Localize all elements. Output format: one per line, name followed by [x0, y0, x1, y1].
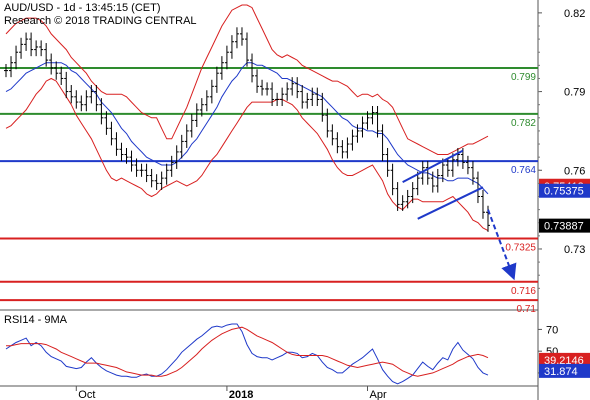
price-tag-label: 0.75375 [544, 186, 584, 198]
price-tick-label: 0.76 [564, 165, 585, 177]
time-tick-label: 2018 [229, 389, 253, 400]
time-tick-label: Oct [78, 389, 95, 400]
rsi-tag-label: 31.874 [544, 366, 578, 378]
chart-header-title: AUD/USD - 1d - 13:45:15 (CET) [4, 2, 161, 14]
channel-upper [402, 149, 464, 183]
series-band-lower [5, 77, 489, 232]
level-label: 0.764 [511, 165, 536, 176]
rsi-series-rsi-ma [6, 326, 489, 377]
channel-lower [417, 186, 484, 220]
chart-header-credit: Research © 2018 TRADING CENTRAL [4, 15, 197, 27]
price-tag-box [539, 218, 590, 233]
price-tick-label: 0.73 [564, 244, 585, 256]
price-tick-label: 0.82 [564, 8, 585, 20]
rsi-title: RSI14 - 9MA [4, 314, 68, 326]
price-tag-box [539, 183, 590, 198]
rsi-tag-box [539, 352, 590, 367]
level-label: 0.716 [511, 286, 536, 297]
price-tag-label: 0.73887 [544, 221, 584, 233]
price-bars [4, 27, 490, 232]
rsi-series-rsi [5, 323, 489, 385]
level-label: 0.799 [511, 72, 536, 83]
price-tick-label: 0.79 [564, 87, 585, 99]
level-label: 0.782 [511, 118, 536, 129]
level-label: 0.7325 [505, 242, 536, 253]
level-label: 0.71 [517, 304, 537, 315]
time-tick-label: Apr [370, 389, 387, 400]
rsi-tag-box [539, 363, 590, 378]
series-band-upper [5, 4, 489, 155]
rsi-tick-label: 70 [546, 324, 558, 336]
forecast-arrow [487, 209, 517, 281]
